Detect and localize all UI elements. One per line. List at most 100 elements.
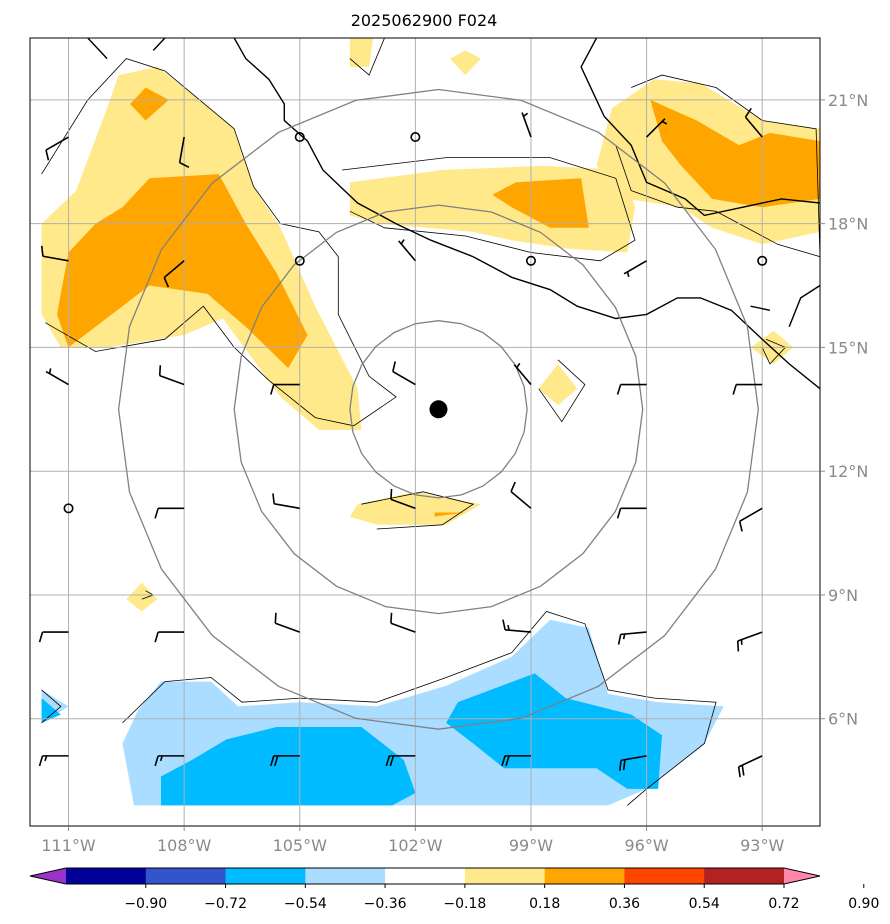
wind-barb bbox=[38, 631, 69, 643]
barb-full-flag bbox=[154, 508, 159, 519]
barb-staff bbox=[45, 136, 69, 151]
wind-barb bbox=[269, 755, 300, 767]
wind-barb bbox=[38, 755, 69, 767]
barb-staff bbox=[398, 240, 416, 262]
plot-frame bbox=[29, 37, 821, 827]
wind-barb bbox=[521, 112, 532, 138]
x-tick-label: 93°W bbox=[740, 836, 784, 855]
barb-full-flag bbox=[163, 277, 170, 288]
barb-full-flag bbox=[389, 755, 395, 767]
wind-barb bbox=[738, 507, 763, 532]
storm-center-dot bbox=[429, 400, 448, 419]
wind-barb bbox=[616, 507, 647, 519]
barb-full-flag bbox=[154, 631, 159, 643]
wind-barb bbox=[618, 755, 647, 771]
barb-half-flag bbox=[626, 271, 630, 278]
wind-barb bbox=[154, 755, 185, 767]
contour-outlines bbox=[41, 38, 820, 806]
barb-full-flag bbox=[744, 107, 752, 118]
x-tick-label: 108°W bbox=[157, 836, 212, 855]
y-tick-label: 9°N bbox=[828, 586, 858, 605]
coastline bbox=[750, 305, 771, 311]
wind-barb bbox=[154, 507, 185, 519]
wind-barb bbox=[744, 107, 763, 138]
coastline bbox=[788, 284, 820, 328]
barb-half-flag bbox=[516, 362, 521, 369]
barb-staff bbox=[620, 631, 647, 636]
barb-full-flag bbox=[45, 149, 50, 161]
barb-staff bbox=[392, 370, 416, 386]
range-rings bbox=[117, 88, 759, 730]
barb-staff bbox=[159, 374, 185, 386]
colorbar-bin bbox=[305, 868, 386, 884]
colorbar-label: −0.72 bbox=[204, 896, 247, 912]
barb-staff bbox=[274, 503, 300, 510]
wind-barb bbox=[732, 383, 763, 395]
contour-fill-region bbox=[41, 698, 61, 723]
barb-full-flag bbox=[40, 245, 44, 257]
colorbar-label: 0.36 bbox=[609, 896, 640, 912]
colorbar-label: 0.72 bbox=[768, 896, 799, 912]
y-tick-label: 15°N bbox=[828, 338, 868, 357]
contour-fill-region bbox=[538, 363, 578, 406]
wind-barb bbox=[502, 619, 532, 633]
wind-barb bbox=[390, 488, 416, 510]
barb-full-flag bbox=[390, 612, 393, 624]
colorbar-label: −0.36 bbox=[364, 896, 407, 912]
coastline bbox=[87, 38, 108, 60]
barb-staff bbox=[390, 498, 416, 510]
barb-full-flag bbox=[732, 384, 737, 395]
contour-line bbox=[615, 74, 820, 258]
barb-full-flag bbox=[392, 361, 397, 372]
chart-title: 2025062900 F024 bbox=[351, 11, 498, 30]
contour-fill-region bbox=[492, 178, 589, 228]
barb-staff bbox=[163, 260, 185, 279]
y-tick-label: 6°N bbox=[828, 710, 858, 729]
colorbar-label: −0.54 bbox=[284, 896, 327, 912]
wind-barb bbox=[392, 361, 416, 386]
storm-center bbox=[429, 400, 448, 419]
colorbar-label: 0.90 bbox=[848, 896, 879, 912]
wind-barbs bbox=[38, 107, 768, 778]
contour-fill-region bbox=[434, 512, 466, 517]
contour-line bbox=[761, 338, 786, 365]
wind-barb bbox=[513, 362, 532, 386]
barb-full-flag bbox=[741, 765, 745, 776]
wind-barb bbox=[154, 631, 185, 643]
wind-barb bbox=[178, 136, 190, 169]
barb-full-flag bbox=[505, 755, 510, 767]
calm-wind-circle bbox=[757, 255, 768, 266]
range-ring bbox=[117, 88, 759, 730]
barb-full-flag bbox=[385, 755, 391, 767]
wind-barb bbox=[272, 493, 300, 510]
barb-full-flag bbox=[158, 365, 162, 376]
barb-staff bbox=[623, 260, 647, 275]
barb-full-flag bbox=[618, 760, 622, 771]
barb-full-flag bbox=[510, 481, 516, 492]
barb-staff bbox=[737, 631, 763, 642]
coastline bbox=[233, 38, 820, 390]
colorbar-bin bbox=[66, 868, 147, 884]
range-ring bbox=[233, 204, 644, 615]
colorbar-bin bbox=[544, 868, 625, 884]
y-tick-label: 12°N bbox=[828, 462, 868, 481]
x-tick-label: 96°W bbox=[624, 836, 668, 855]
contour-line bbox=[538, 359, 586, 423]
contour-line bbox=[41, 58, 397, 427]
barb-full-flag bbox=[616, 384, 622, 395]
wind-barb bbox=[385, 755, 416, 767]
barb-full-flag bbox=[274, 612, 277, 624]
barb-full-flag bbox=[273, 755, 279, 767]
colorbar-extend-low bbox=[30, 868, 66, 884]
calm-wind-circle bbox=[294, 132, 305, 143]
x-tick-label: 111°W bbox=[41, 836, 96, 855]
barb-staff bbox=[390, 622, 416, 633]
barb-half-flag bbox=[44, 755, 48, 762]
contour-fill-region bbox=[126, 582, 158, 612]
barb-half-flag bbox=[522, 112, 529, 117]
coastlines bbox=[87, 38, 820, 390]
plot-area bbox=[30, 38, 820, 826]
wind-barb bbox=[158, 365, 185, 386]
barb-staff bbox=[739, 507, 763, 523]
barb-full-flag bbox=[622, 759, 626, 771]
